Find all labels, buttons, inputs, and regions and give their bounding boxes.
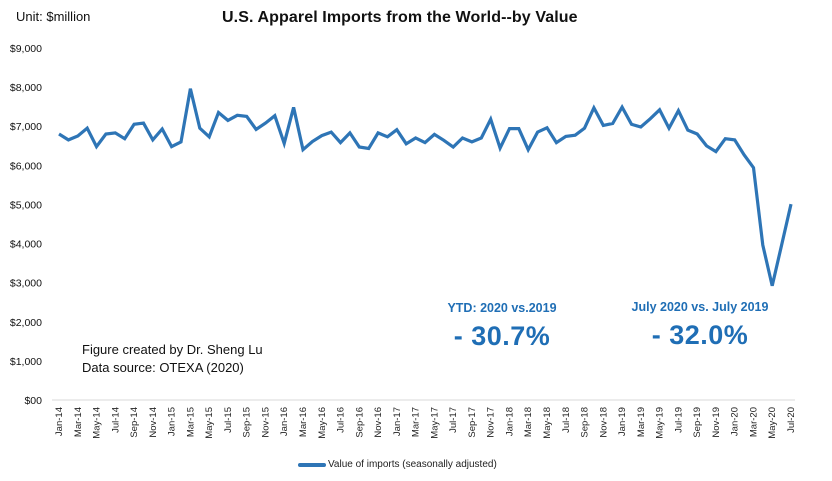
- ytd-annotation-value: - 30.7%: [453, 321, 551, 351]
- x-tick-label: Jul-19: [673, 407, 684, 433]
- legend-label: Value of imports (seasonally adjusted): [328, 459, 497, 470]
- credit-source: Data source: OTEXA (2020): [82, 360, 244, 375]
- y-tick-label: $3,000: [10, 278, 42, 290]
- y-tick-label: $6,000: [10, 160, 42, 172]
- x-tick-label: Sep-14: [129, 407, 140, 438]
- x-tick-label: Nov-16: [373, 407, 384, 438]
- july-annotation-value: - 32.0%: [651, 320, 749, 350]
- x-tick-label: Jul-17: [448, 407, 459, 433]
- x-tick-label: Jan-18: [504, 407, 515, 436]
- x-tick-label: May-15: [204, 407, 215, 439]
- y-tick-label: $9,000: [10, 43, 42, 55]
- july-annotation-label: July 2020 vs. July 2019: [631, 300, 769, 314]
- x-tick-label: Mar-18: [523, 407, 534, 437]
- x-tick-label: Jul-14: [110, 407, 121, 433]
- x-tick-label: Jul-16: [336, 407, 347, 433]
- legend-swatch-icon: [298, 462, 326, 467]
- x-tick-label: May-19: [655, 407, 666, 439]
- july-annotation: July 2020 vs. July 2019 - 32.0%: [620, 300, 780, 351]
- x-tick-label: Jan-20: [730, 407, 741, 436]
- x-axis-ticks: Jan-14 Mar-14 May-14 Jul-14 Sep-14 Nov-14 Jan-…: [54, 407, 797, 439]
- x-tick-label: Mar-17: [411, 407, 422, 437]
- x-tick-label: May-16: [317, 407, 328, 439]
- x-tick-label: Nov-19: [711, 407, 722, 438]
- credit-author: Figure created by Dr. Sheng Lu: [82, 342, 263, 357]
- x-tick-label: Sep-17: [467, 407, 478, 438]
- y-tick-label: $2,000: [10, 317, 42, 329]
- x-tick-label: May-18: [542, 407, 553, 439]
- y-tick-label: $4,000: [10, 239, 42, 251]
- x-tick-label: Jul-20: [786, 407, 797, 433]
- unit-label: Unit: $million: [16, 9, 91, 24]
- y-tick-label: $8,000: [10, 82, 42, 94]
- x-tick-label: May-17: [429, 407, 440, 439]
- x-tick-label: May-20: [767, 407, 778, 439]
- x-tick-label: Mar-15: [185, 407, 196, 437]
- y-tick-label: $00: [24, 395, 42, 407]
- x-tick-label: Nov-18: [598, 407, 609, 438]
- x-tick-label: May-14: [92, 407, 103, 439]
- x-tick-label: Jan-16: [279, 407, 290, 436]
- y-tick-label: $7,000: [10, 121, 42, 133]
- x-tick-label: Jul-18: [561, 407, 572, 433]
- y-tick-label: $5,000: [10, 199, 42, 211]
- y-axis-ticks: $00 $1,000 $2,000 $3,000 $4,000 $5,000 $6,000 $…: [10, 43, 42, 407]
- x-tick-label: Jan-19: [617, 407, 628, 436]
- x-tick-label: Sep-19: [692, 407, 703, 438]
- credit-note: Figure created by Dr. Sheng Lu Data sour…: [82, 341, 263, 377]
- series-line: [58, 88, 793, 287]
- legend: Value of imports (seasonally adjusted): [298, 459, 497, 470]
- y-tick-label: $1,000: [10, 356, 42, 368]
- chart-title: U.S. Apparel Imports from the World--by …: [222, 9, 578, 26]
- x-tick-label: Nov-14: [148, 407, 159, 438]
- x-tick-label: Mar-20: [748, 407, 759, 437]
- x-tick-label: Mar-16: [298, 407, 309, 437]
- x-tick-label: Sep-15: [242, 407, 253, 438]
- x-tick-label: Mar-14: [73, 407, 84, 437]
- x-tick-label: Jan-14: [54, 407, 65, 436]
- x-tick-label: Nov-15: [260, 407, 271, 438]
- x-tick-label: Nov-17: [486, 407, 497, 438]
- ytd-annotation: YTD: 2020 vs.2019 - 30.7%: [432, 301, 572, 352]
- ytd-annotation-label: YTD: 2020 vs.2019: [447, 301, 557, 315]
- series-group: [58, 88, 793, 287]
- x-tick-label: Sep-18: [580, 407, 591, 438]
- x-tick-label: Sep-16: [354, 407, 365, 438]
- x-tick-label: Mar-19: [636, 407, 647, 437]
- x-tick-label: Jan-15: [167, 407, 178, 436]
- x-tick-label: Jan-17: [392, 407, 403, 436]
- x-tick-label: Jul-15: [223, 407, 234, 433]
